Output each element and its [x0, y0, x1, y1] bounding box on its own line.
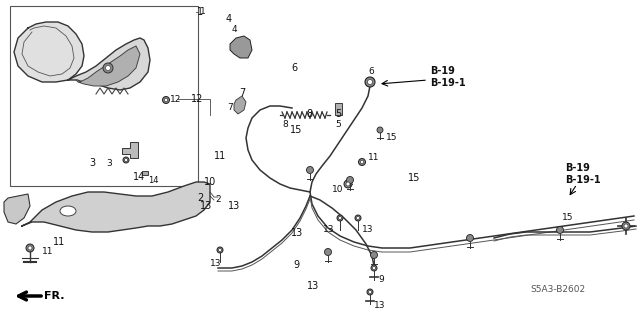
Circle shape: [26, 244, 34, 252]
Circle shape: [218, 249, 221, 251]
Polygon shape: [4, 194, 30, 224]
Circle shape: [371, 251, 378, 258]
Ellipse shape: [60, 206, 76, 216]
Circle shape: [346, 176, 353, 183]
Text: 12: 12: [191, 94, 203, 104]
Polygon shape: [14, 22, 84, 82]
Text: 3: 3: [106, 159, 112, 167]
Text: 10: 10: [204, 177, 216, 187]
Text: 6: 6: [292, 63, 298, 73]
Circle shape: [557, 226, 563, 234]
Polygon shape: [230, 36, 252, 58]
Circle shape: [355, 215, 361, 221]
Circle shape: [344, 180, 352, 188]
Text: 8: 8: [306, 109, 312, 119]
Circle shape: [365, 77, 375, 87]
Text: 13: 13: [200, 201, 212, 211]
Text: 5: 5: [335, 109, 342, 119]
Circle shape: [103, 63, 113, 73]
Text: 13: 13: [291, 228, 303, 238]
Polygon shape: [68, 38, 150, 90]
Circle shape: [467, 234, 474, 241]
Circle shape: [339, 217, 342, 219]
Text: 13: 13: [323, 225, 334, 234]
Text: 4: 4: [232, 26, 237, 34]
Polygon shape: [76, 46, 140, 86]
Polygon shape: [22, 182, 210, 232]
Circle shape: [356, 217, 360, 219]
Text: 12: 12: [170, 94, 181, 103]
Bar: [10, 6, 198, 186]
Circle shape: [217, 247, 223, 253]
Text: 11: 11: [52, 237, 65, 248]
Text: 9: 9: [378, 276, 384, 285]
Text: 13: 13: [374, 300, 385, 309]
Polygon shape: [122, 142, 138, 158]
Text: 15: 15: [408, 173, 420, 183]
Text: 11: 11: [214, 151, 227, 161]
Text: 14: 14: [148, 176, 159, 185]
Text: 15: 15: [562, 213, 573, 222]
Text: 1: 1: [200, 8, 205, 17]
Circle shape: [123, 157, 129, 163]
Text: 15: 15: [386, 133, 397, 143]
Circle shape: [324, 249, 332, 256]
Text: 1: 1: [197, 7, 204, 17]
Circle shape: [164, 98, 168, 102]
Circle shape: [106, 65, 111, 70]
Text: 2: 2: [197, 193, 204, 203]
Text: 10: 10: [332, 186, 344, 195]
Circle shape: [367, 79, 372, 85]
Text: 11: 11: [42, 248, 54, 256]
Text: 11: 11: [368, 153, 380, 162]
Text: 9: 9: [293, 260, 300, 271]
Text: 13: 13: [228, 201, 240, 211]
Circle shape: [346, 182, 350, 186]
Text: 13: 13: [210, 259, 221, 269]
Text: B-19
B-19-1: B-19 B-19-1: [430, 66, 466, 88]
Bar: [335, 103, 342, 115]
Polygon shape: [234, 96, 246, 114]
Circle shape: [369, 291, 371, 293]
Text: 3: 3: [90, 158, 96, 168]
Circle shape: [125, 159, 127, 161]
Text: 4: 4: [226, 14, 232, 24]
Circle shape: [360, 160, 364, 164]
Circle shape: [377, 127, 383, 133]
Circle shape: [372, 266, 376, 270]
Circle shape: [624, 224, 628, 228]
Text: 7: 7: [239, 87, 246, 98]
Circle shape: [337, 215, 343, 221]
Circle shape: [307, 167, 314, 174]
Text: FR.: FR.: [44, 291, 65, 301]
Circle shape: [163, 97, 170, 103]
Circle shape: [622, 222, 630, 230]
Text: 14: 14: [133, 172, 145, 182]
Text: 8: 8: [282, 120, 288, 129]
Text: 15: 15: [290, 125, 302, 135]
Text: 2: 2: [215, 196, 221, 204]
Text: 13: 13: [362, 225, 374, 234]
Text: S5A3-B2602: S5A3-B2602: [530, 286, 585, 294]
Text: 5: 5: [335, 120, 341, 129]
Text: B-19
B-19-1: B-19 B-19-1: [565, 163, 600, 185]
Text: 6: 6: [368, 68, 374, 77]
Circle shape: [367, 289, 373, 295]
Text: 13: 13: [307, 280, 319, 291]
Text: 7: 7: [227, 103, 233, 113]
Circle shape: [28, 246, 32, 250]
Bar: [142, 171, 148, 175]
Circle shape: [358, 159, 365, 166]
Circle shape: [371, 265, 377, 271]
